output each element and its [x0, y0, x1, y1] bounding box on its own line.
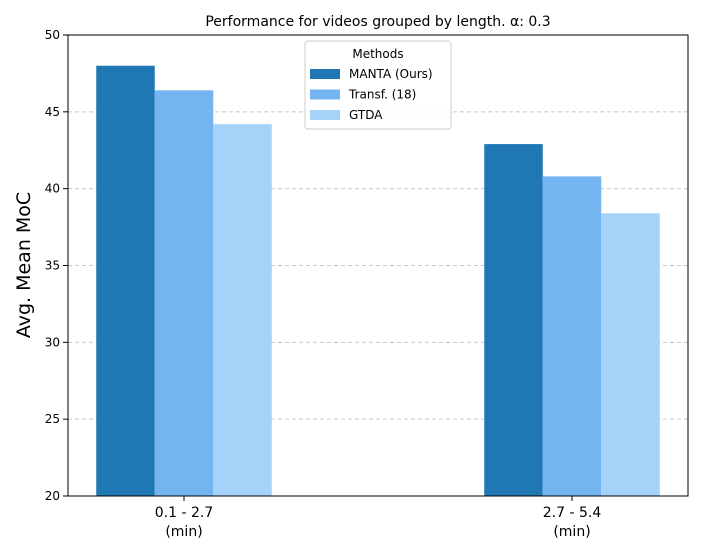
y-axis: 20 25 30 35 40 45 50 [45, 28, 68, 503]
bar [213, 124, 272, 497]
y-tick-label: 20 [45, 489, 60, 503]
bar [96, 65, 155, 496]
legend-swatch [310, 110, 340, 120]
bars [96, 65, 660, 497]
y-tick-label: 45 [45, 105, 60, 119]
chart-title: Performance for videos grouped by length… [205, 14, 550, 30]
y-tick-label: 50 [45, 28, 60, 42]
legend: Methods MANTA (Ours) Transf. (18) GTDA [304, 40, 452, 130]
x-tick-label: 2.7 - 5.4 [543, 505, 602, 521]
legend-swatch [310, 69, 340, 79]
x-tick-label-unit: (min) [165, 524, 202, 540]
bar [154, 90, 214, 496]
legend-entry: Transf. (18) [348, 88, 416, 102]
legend-title: Methods [352, 47, 403, 61]
bar [484, 144, 543, 496]
y-tick-label: 25 [45, 412, 60, 426]
legend-entry: GTDA [349, 108, 383, 122]
y-tick-label: 40 [45, 182, 60, 196]
legend-box [304, 40, 452, 130]
x-tick-label-unit: (min) [553, 524, 590, 540]
y-tick-label: 35 [45, 259, 60, 273]
legend-swatch [310, 89, 340, 100]
y-axis-label: Avg. Mean MoC [13, 192, 35, 338]
bar [601, 213, 660, 496]
legend-entry: MANTA (Ours) [349, 67, 433, 81]
y-tick-label: 30 [45, 335, 60, 349]
bar [542, 176, 602, 496]
x-tick-label: 0.1 - 2.7 [155, 505, 213, 521]
x-axis: 0.1 - 2.7 (min) 2.7 - 5.4 (min) [155, 496, 602, 540]
